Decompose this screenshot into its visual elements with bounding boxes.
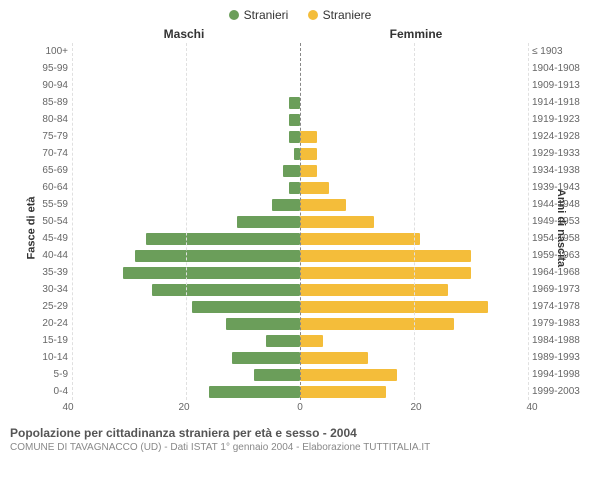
x-tick: 40 [526,402,537,413]
male-bar [289,182,300,194]
birth-year-label: 1979-1983 [532,315,590,332]
age-group-label: 85-89 [10,94,68,111]
age-group-label: 80-84 [10,111,68,128]
birth-year-label: 1989-1993 [532,349,590,366]
female-bar [300,182,329,194]
birth-year-label: 1909-1913 [532,77,590,94]
pyramid-body: Fasce di età Anni di nascita 100+95-9990… [10,43,590,400]
x-axis: 402002040 [68,402,532,420]
legend-label-male: Stranieri [244,8,289,22]
x-tick: 20 [178,402,189,413]
male-bar [146,233,300,245]
gridline [414,43,415,400]
female-bar [300,386,386,398]
male-bar [283,165,300,177]
age-group-label: 25-29 [10,298,68,315]
age-group-label: 45-49 [10,230,68,247]
female-bar [300,318,454,330]
female-bar [300,199,346,211]
age-group-label: 20-24 [10,315,68,332]
col-title-right: Femmine [300,27,532,41]
age-group-label: 90-94 [10,77,68,94]
birth-year-label: 1999-2003 [532,383,590,400]
age-group-label: 30-34 [10,281,68,298]
male-bar [289,114,300,126]
x-tick: 40 [62,402,73,413]
female-bar [300,267,471,279]
y-axis-right-title: Anni di nascita [555,188,567,266]
age-group-label: 40-44 [10,247,68,264]
male-bar [289,97,300,109]
female-bar [300,352,368,364]
circle-icon [308,10,318,20]
x-tick: 0 [297,402,303,413]
male-bar [226,318,300,330]
male-bar [192,301,300,313]
center-line [300,43,301,400]
age-group-label: 60-64 [10,179,68,196]
age-group-label: 70-74 [10,145,68,162]
age-group-label: 5-9 [10,366,68,383]
male-bar [123,267,300,279]
male-bar [272,199,301,211]
caption-sub: COMUNE DI TAVAGNACCO (UD) - Dati ISTAT 1… [10,442,590,453]
age-group-label: 100+ [10,43,68,60]
male-bar [209,386,300,398]
birth-year-label: 1974-1978 [532,298,590,315]
birth-year-label: 1969-1973 [532,281,590,298]
legend-item-male: Stranieri [229,8,289,22]
bars-area [72,43,528,400]
birth-year-label: 1984-1988 [532,332,590,349]
gridline [72,43,73,400]
female-bar [300,233,420,245]
female-bar [300,131,317,143]
birth-year-label: 1914-1918 [532,94,590,111]
male-bar [232,352,300,364]
age-group-label: 50-54 [10,213,68,230]
male-bar [152,284,300,296]
age-group-label: 35-39 [10,264,68,281]
column-titles: Maschi Femmine [68,27,532,41]
age-group-label: 55-59 [10,196,68,213]
birth-year-label: 1934-1938 [532,162,590,179]
male-bar [237,216,300,228]
female-bar [300,301,488,313]
female-bar [300,148,317,160]
age-group-label: 95-99 [10,60,68,77]
age-group-label: 10-14 [10,349,68,366]
circle-icon [229,10,239,20]
caption-main: Popolazione per cittadinanza straniera p… [10,426,590,440]
male-bar [135,250,300,262]
legend-item-female: Straniere [308,8,372,22]
male-bar [289,131,300,143]
age-group-label: 65-69 [10,162,68,179]
x-tick: 20 [410,402,421,413]
birth-year-label: ≤ 1903 [532,43,590,60]
age-group-label: 0-4 [10,383,68,400]
female-bar [300,284,448,296]
male-bar [266,335,300,347]
pyramid-chart: Stranieri Straniere Maschi Femmine Fasce… [0,0,600,500]
y-axis-left-title: Fasce di età [25,196,37,259]
birth-year-label: 1994-1998 [532,366,590,383]
age-group-label: 75-79 [10,128,68,145]
age-group-label: 15-19 [10,332,68,349]
female-bar [300,250,471,262]
birth-year-label: 1904-1908 [532,60,590,77]
age-group-labels: 100+95-9990-9485-8980-8475-7970-7465-696… [10,43,72,400]
birth-year-label: 1919-1923 [532,111,590,128]
gridline [186,43,187,400]
male-bar [254,369,300,381]
female-bar [300,165,317,177]
female-bar [300,369,397,381]
gridline [528,43,529,400]
col-title-left: Maschi [68,27,300,41]
female-bar [300,216,374,228]
birth-year-label: 1929-1933 [532,145,590,162]
caption: Popolazione per cittadinanza straniera p… [10,426,590,453]
legend: Stranieri Straniere [10,8,590,23]
female-bar [300,335,323,347]
legend-label-female: Straniere [323,8,372,22]
birth-year-label: 1924-1928 [532,128,590,145]
